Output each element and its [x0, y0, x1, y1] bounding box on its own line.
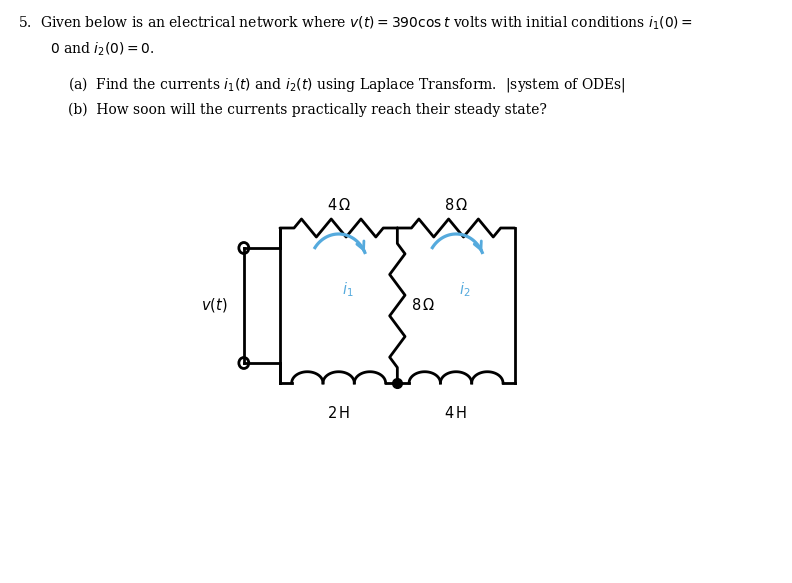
- Text: 5.  Given below is an electrical network where $v(t) = 390\cos t$ volts with ini: 5. Given below is an electrical network …: [18, 15, 693, 33]
- Text: $8\,\Omega$: $8\,\Omega$: [444, 197, 468, 213]
- Text: $2\,\mathrm{H}$: $2\,\mathrm{H}$: [327, 405, 350, 421]
- Text: $i_1$: $i_1$: [342, 280, 353, 298]
- Text: $4\,\Omega$: $4\,\Omega$: [326, 197, 351, 213]
- Text: (b)  How soon will the currents practically reach their steady state?: (b) How soon will the currents practical…: [68, 103, 546, 117]
- Text: $8\,\Omega$: $8\,\Omega$: [411, 297, 435, 314]
- Text: (a)  Find the currents $i_1(t)$ and $i_2(t)$ using Laplace Transform.  $|$system: (a) Find the currents $i_1(t)$ and $i_2(…: [68, 75, 626, 94]
- Text: $i_2$: $i_2$: [459, 280, 470, 298]
- Text: $0$ and $i_2(0) = 0$.: $0$ and $i_2(0) = 0$.: [50, 41, 154, 58]
- Text: $4\,\mathrm{H}$: $4\,\mathrm{H}$: [444, 405, 467, 421]
- Text: $v(t)$: $v(t)$: [201, 297, 227, 314]
